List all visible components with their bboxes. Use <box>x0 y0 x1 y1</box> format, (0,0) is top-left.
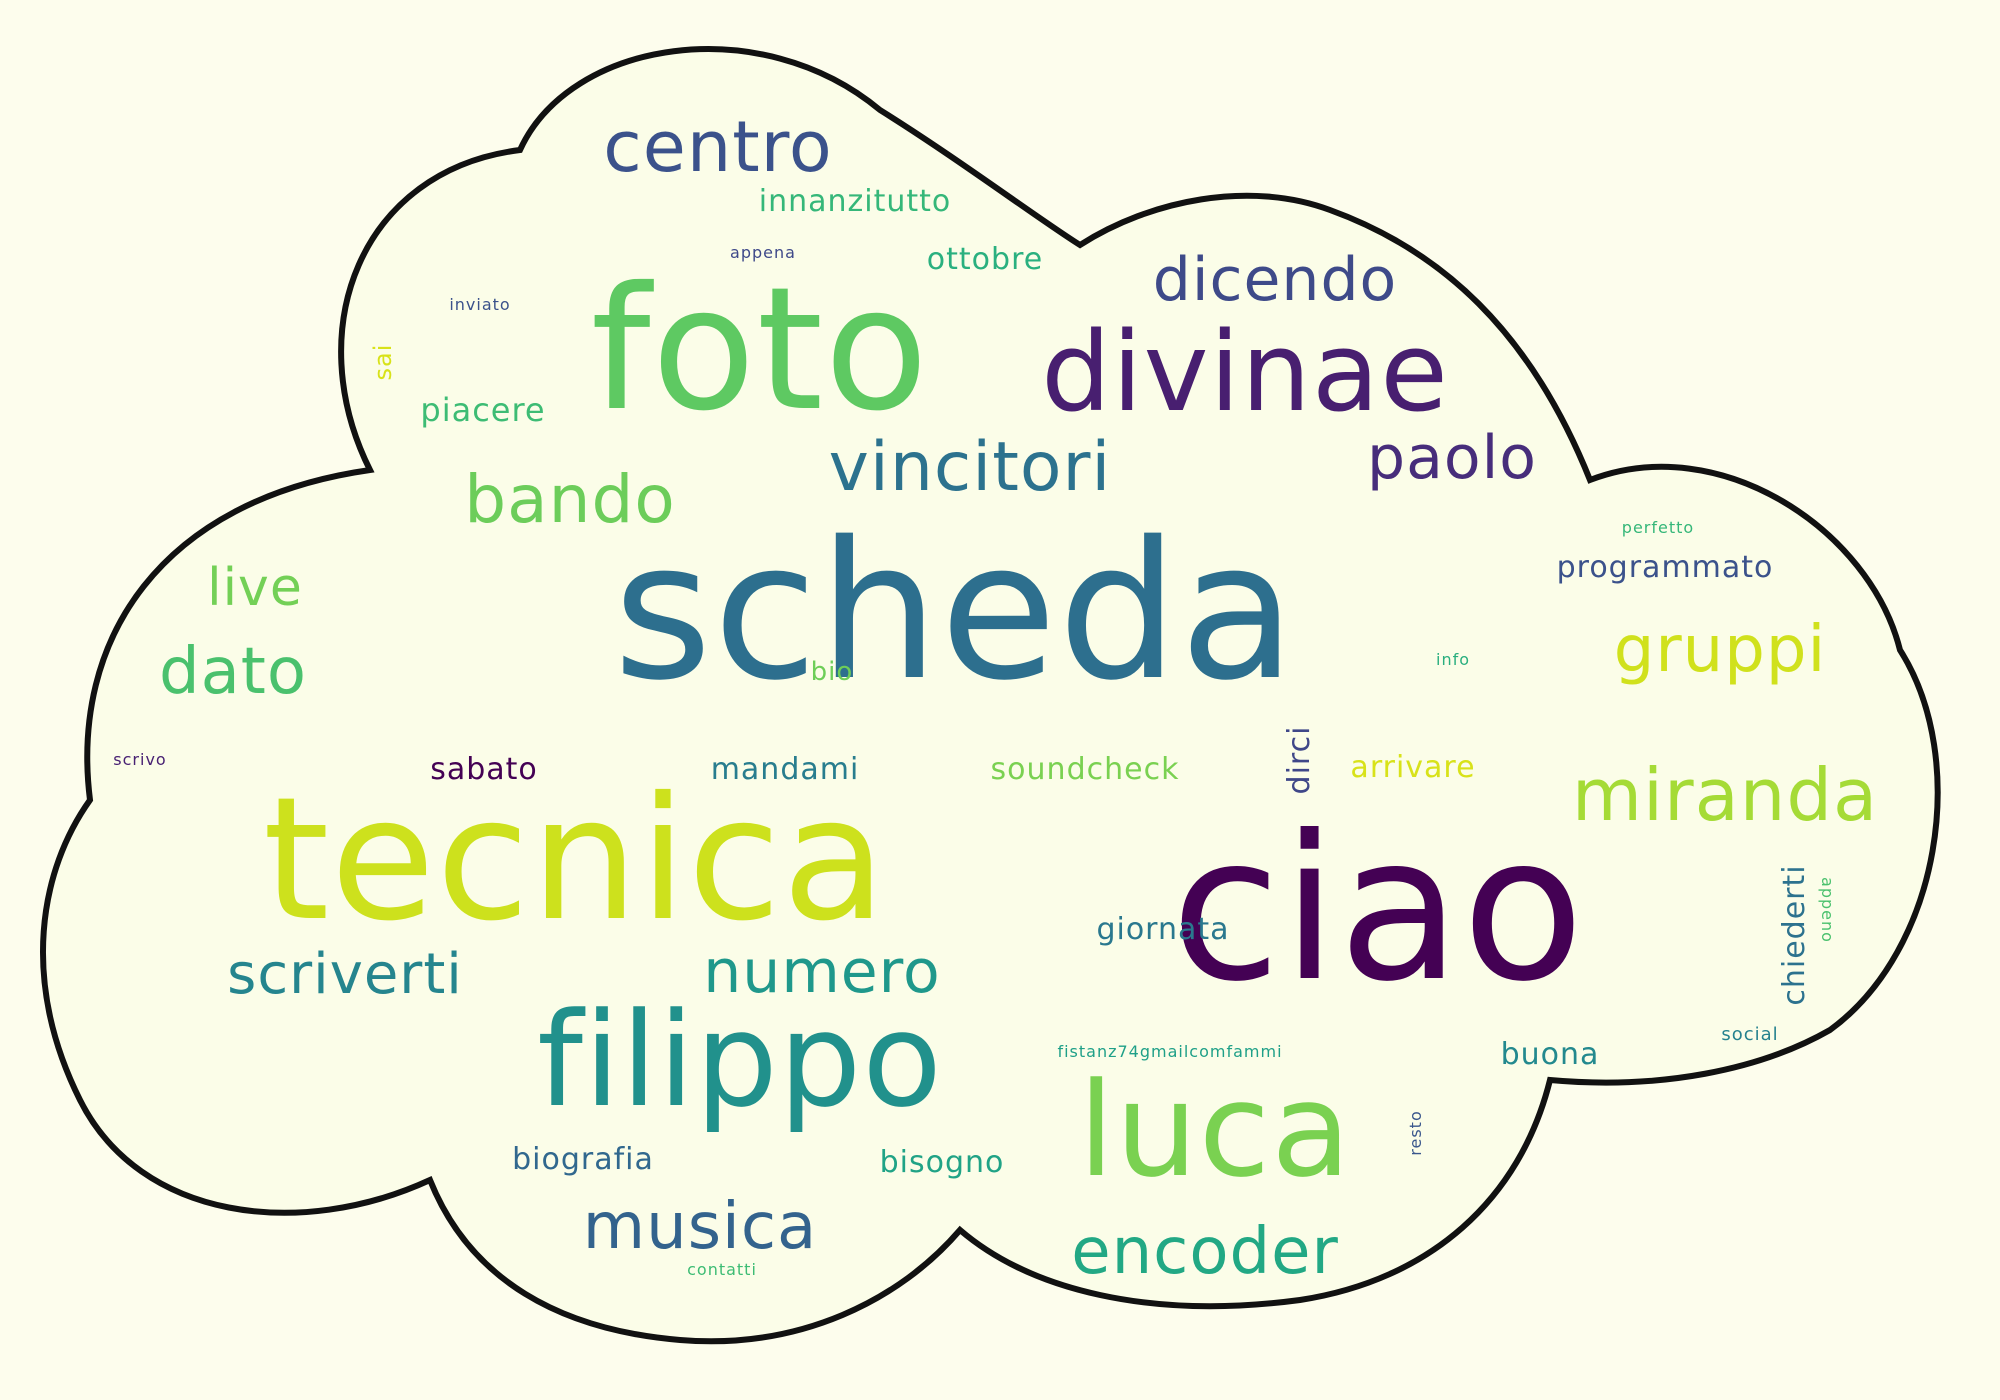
word-mandami: mandami <box>710 752 860 787</box>
word-live: live <box>207 558 303 618</box>
word-resto: resto <box>1406 1110 1425 1156</box>
word-tecnica: tecnica <box>262 761 888 959</box>
cloud-outline <box>40 46 1941 1345</box>
word-musica: musica <box>582 1190 818 1264</box>
word-dato: dato <box>158 635 308 709</box>
word-ciao: ciao <box>1170 793 1586 1026</box>
word-scrivo: scrivo <box>113 750 167 769</box>
word-bisogno: bisogno <box>879 1145 1005 1180</box>
word-scriverti: scriverti <box>227 942 463 1007</box>
word-dicendo: dicendo <box>1152 245 1398 315</box>
word-luca: luca <box>1078 1054 1352 1206</box>
word-dirci: dirci <box>1282 725 1317 795</box>
word-buona: buona <box>1500 1037 1600 1072</box>
word-gruppi: gruppi <box>1613 613 1827 687</box>
word-appena: appena <box>730 243 796 262</box>
word-arrivare: arrivare <box>1350 750 1476 785</box>
word-vincitori: vincitori <box>828 428 1112 507</box>
word-ottobre: ottobre <box>926 242 1044 277</box>
word-divinae: divinae <box>1041 308 1449 436</box>
word-sabato: sabato <box>430 752 538 787</box>
word-sai: sai <box>369 343 397 381</box>
word-info: info <box>1435 650 1471 669</box>
word-piacere: piacere <box>420 391 546 429</box>
word-inviato: inviato <box>449 295 511 314</box>
word-biografia: biografia <box>512 1142 654 1177</box>
word-bando: bando <box>464 461 676 538</box>
word-scheda: scheda <box>613 501 1297 722</box>
word-innanzitutto: innanzitutto <box>758 184 952 219</box>
word-chiederti: chiederti <box>1777 864 1812 1006</box>
word-miranda: miranda <box>1571 753 1879 837</box>
word-social: social <box>1721 1024 1779 1045</box>
word-numero: numero <box>703 937 941 1007</box>
word-centro: centro <box>603 106 833 188</box>
word-bio: bio <box>810 657 854 687</box>
word-soundcheck: soundcheck <box>990 752 1180 787</box>
word-programmato: programmato <box>1556 550 1774 585</box>
word-encoder: encoder <box>1071 1215 1339 1289</box>
word-fistanz: fistanz74gmailcomfammi <box>1057 1042 1283 1061</box>
word-perfetto: perfetto <box>1621 518 1695 537</box>
word-filippo: filippo <box>537 984 943 1136</box>
word-appeno: appeno <box>1818 877 1837 943</box>
word-paolo: paolo <box>1367 423 1537 493</box>
word-foto: foto <box>590 251 930 449</box>
word-contatti: contatti <box>687 1260 757 1279</box>
word-giornata: giornata <box>1096 912 1230 947</box>
